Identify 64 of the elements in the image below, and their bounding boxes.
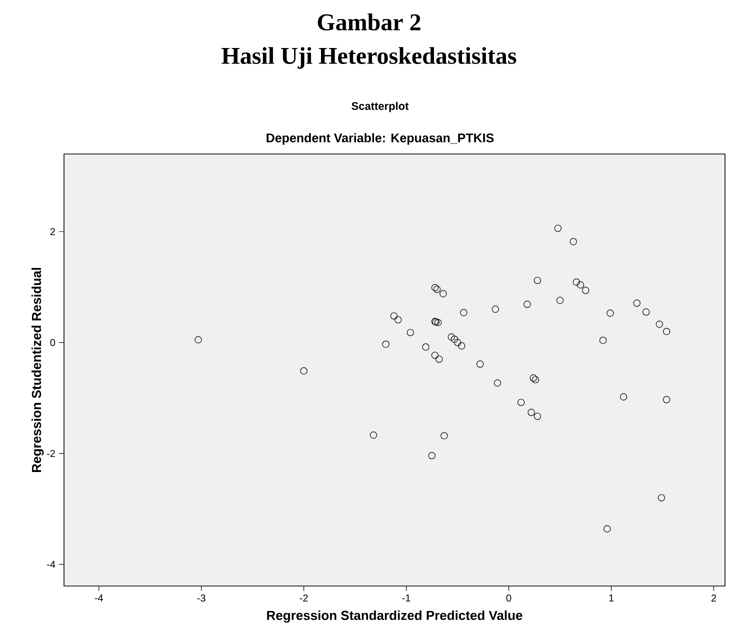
point	[534, 276, 542, 284]
point	[582, 286, 590, 294]
point	[492, 306, 500, 313]
point	[534, 412, 542, 420]
point	[460, 308, 468, 316]
point	[556, 296, 564, 304]
point	[194, 336, 202, 344]
x-tick-label: 0	[506, 594, 512, 602]
point	[422, 343, 430, 351]
point	[370, 432, 378, 439]
point	[434, 318, 442, 326]
point	[448, 333, 455, 341]
x-tick-label: 1	[609, 594, 614, 602]
text: Hasil Uji Heteroskedastisitas	[222, 47, 516, 69]
point	[604, 525, 611, 532]
point	[570, 238, 577, 246]
point	[435, 356, 443, 363]
point	[454, 338, 462, 346]
point	[599, 336, 607, 344]
x-tick-label: -4	[94, 594, 104, 602]
point	[606, 310, 614, 317]
x-tick-label: -1	[402, 594, 410, 602]
point	[528, 408, 535, 416]
point	[494, 379, 502, 387]
point	[662, 396, 670, 404]
x-tick-label: -3	[197, 594, 206, 602]
x-tick-label: -2	[300, 594, 308, 602]
y-tick-label: -2	[47, 450, 55, 457]
x-axis-title: Regression Standardized Predicted Value	[267, 610, 522, 623]
point	[300, 367, 308, 374]
point	[406, 328, 414, 336]
point	[642, 308, 650, 316]
point	[476, 360, 484, 368]
chart-subtitle: Dependent Variable: Kepuasan_PTKIS	[266, 133, 494, 145]
point	[656, 320, 664, 328]
point	[530, 374, 537, 382]
point	[431, 284, 439, 292]
y-tick-label: 2	[50, 228, 55, 236]
point	[532, 376, 540, 384]
point	[433, 286, 441, 293]
y-tick-label: -4	[47, 560, 56, 568]
point	[633, 300, 640, 307]
point	[658, 494, 666, 502]
point	[576, 281, 584, 288]
point	[620, 393, 628, 400]
text: Gambar 2	[318, 14, 420, 30]
point	[440, 432, 448, 440]
point	[450, 336, 458, 343]
point	[390, 312, 398, 320]
point	[572, 278, 580, 286]
point	[517, 398, 525, 406]
point	[431, 352, 439, 359]
point	[394, 316, 402, 324]
point	[554, 224, 562, 232]
point	[382, 340, 390, 348]
point	[428, 452, 436, 460]
point	[662, 328, 670, 336]
y-tick-label: 0	[50, 338, 56, 346]
chart-title: Scatterplot	[352, 102, 409, 112]
point	[440, 290, 447, 298]
y-axis-title: Regression Studentized Residual	[32, 268, 44, 472]
point	[458, 342, 466, 350]
point	[524, 300, 531, 308]
x-tick-label: 2	[711, 594, 716, 602]
